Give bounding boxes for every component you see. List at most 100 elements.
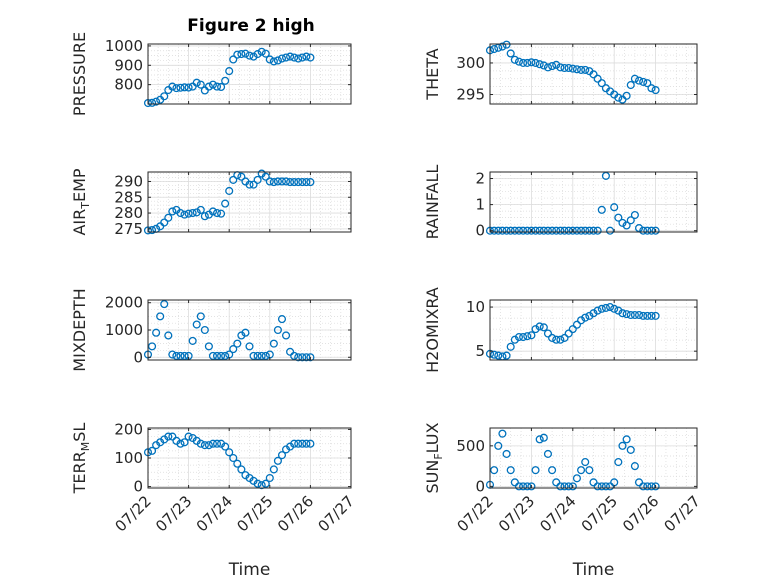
- data-point: [514, 57, 524, 66]
- data-point: [514, 333, 524, 342]
- data-point: [229, 55, 238, 64]
- figure-title: Figure 2 high: [187, 16, 315, 36]
- data-point: [249, 351, 258, 360]
- x-axis-label: Time: [228, 560, 271, 580]
- data-point: [601, 171, 610, 180]
- data-point: [184, 432, 193, 441]
- data-point: [208, 80, 218, 89]
- axes-box: [489, 43, 698, 105]
- data-point: [168, 432, 177, 441]
- data-point: [552, 60, 561, 69]
- data-point: [152, 328, 161, 337]
- data-point: [539, 433, 548, 442]
- data-point: [589, 309, 598, 318]
- data-point: [257, 481, 266, 490]
- data-point: [510, 335, 519, 344]
- data-point: [294, 178, 303, 187]
- data-point: [577, 65, 586, 74]
- data-point: [568, 482, 577, 491]
- y-axis-label: H2OMIXRA: [423, 287, 442, 373]
- y-tick-label: 200: [114, 420, 143, 438]
- data-point: [581, 313, 590, 322]
- data-point: [257, 47, 266, 56]
- data-point: [531, 58, 540, 67]
- data-point: [630, 74, 639, 83]
- data-point: [302, 353, 311, 362]
- data-point: [651, 226, 660, 235]
- data-point: [261, 351, 270, 360]
- data-point: [212, 82, 222, 91]
- data-point: [273, 177, 282, 186]
- data-point: [548, 226, 557, 235]
- data-point: [229, 453, 238, 463]
- data-point: [237, 50, 246, 59]
- data-point: [589, 226, 598, 235]
- data-point: [233, 339, 242, 348]
- data-point: [630, 310, 639, 320]
- x-tick-label: 07/25: [233, 492, 276, 535]
- data-point: [494, 226, 503, 235]
- data-point: [290, 178, 299, 187]
- data-point: [614, 213, 623, 222]
- data-point: [192, 78, 201, 87]
- data-point: [548, 466, 557, 475]
- data-point: [523, 482, 532, 491]
- data-point: [176, 83, 185, 92]
- data-point: [306, 353, 315, 362]
- data-point: [290, 53, 299, 62]
- data-point: [502, 40, 511, 49]
- data-point: [306, 439, 315, 448]
- data-point: [634, 478, 644, 487]
- data-point: [241, 328, 250, 337]
- data-point: [261, 172, 270, 181]
- data-point: [568, 64, 577, 73]
- data-point: [581, 226, 590, 235]
- data-point: [634, 224, 644, 233]
- data-point: [286, 52, 295, 61]
- y-tick-label: 280: [114, 204, 143, 222]
- data-point: [626, 216, 635, 225]
- data-point: [535, 322, 544, 331]
- data-point: [294, 353, 303, 362]
- data-point: [217, 82, 226, 92]
- data-point: [306, 53, 315, 62]
- data-point: [593, 226, 602, 235]
- data-point: [548, 62, 557, 71]
- y-tick-label: 10: [466, 298, 485, 316]
- data-point: [577, 226, 586, 235]
- data-point: [498, 226, 507, 235]
- data-point: [277, 451, 287, 460]
- data-point: [606, 226, 615, 235]
- data-point: [204, 82, 213, 91]
- data-point: [176, 351, 185, 360]
- data-point: [225, 186, 234, 195]
- data-point: [597, 304, 606, 313]
- data-point: [298, 353, 307, 362]
- x-tick-label: 07/24: [536, 492, 579, 535]
- data-point: [265, 55, 274, 64]
- x-tick-label: 07/24: [193, 492, 236, 535]
- y-axis-label: AIRTEMP: [70, 168, 92, 235]
- x-tick-label: 07/23: [152, 492, 195, 535]
- subplot-mixdepth: 0 1000 2000 MIXDEPTH: [70, 288, 352, 372]
- data-point: [188, 209, 197, 218]
- data-point: [543, 226, 553, 235]
- y-tick-label: 275: [114, 220, 143, 238]
- data-point: [618, 441, 627, 450]
- data-point: [302, 439, 311, 448]
- data-point: [527, 331, 536, 340]
- data-point: [556, 482, 565, 491]
- data-point: [200, 212, 209, 221]
- data-point: [281, 53, 291, 62]
- data-point: [156, 312, 165, 321]
- data-point: [647, 482, 656, 491]
- data-point: [539, 61, 548, 70]
- data-point: [306, 178, 315, 187]
- data-point: [601, 482, 610, 491]
- data-point: [245, 180, 254, 189]
- data-point: [241, 49, 250, 58]
- data-point: [519, 58, 528, 67]
